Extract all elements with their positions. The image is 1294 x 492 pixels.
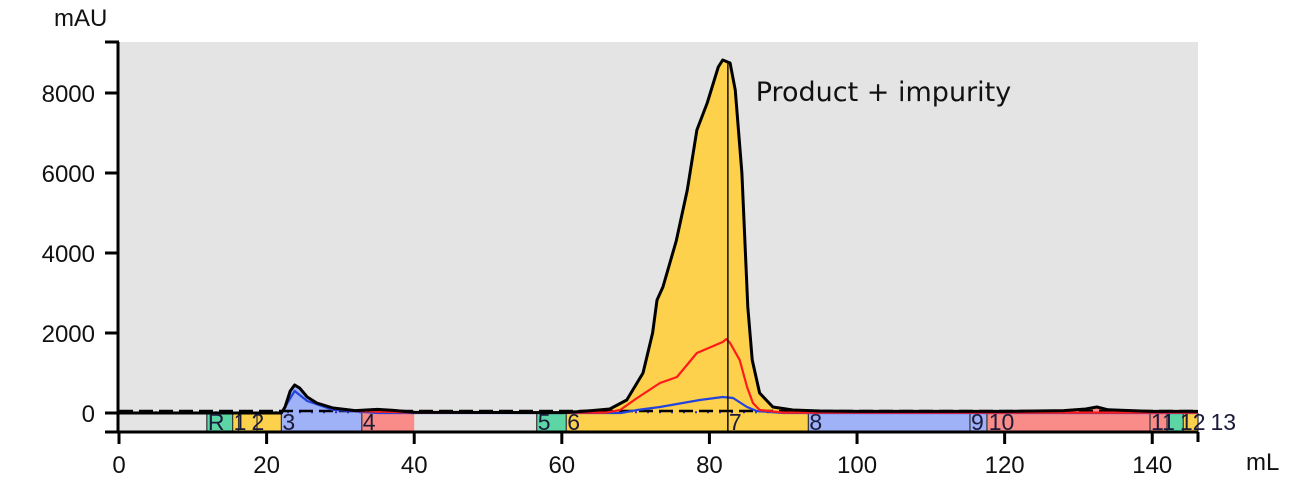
fraction-segment [1150,413,1168,432]
series-line [119,389,1198,415]
fraction-label: 4 [363,409,376,435]
fraction-label: 7 [729,409,742,435]
x-tick-label: 0 [112,452,125,479]
fraction-segment [727,413,809,432]
y-axis-label: mAU [54,5,107,32]
axes: 0 2000 4000 6000 8000 0 20 40 60 80 100 120 140 [42,40,1200,479]
fraction-labels: R 1 2 3 4 5 6 7 8 9 10 11 12 13 [208,409,1236,435]
x-axis-label: mL [1246,449,1279,476]
fraction-segment [808,413,970,432]
x-tick-label: 80 [696,452,723,479]
fraction-label: 13 [1211,409,1237,435]
fraction-label: 3 [282,409,295,435]
x-tick-label: 60 [548,452,575,479]
y-tick-label: 0 [82,401,95,428]
fraction-label: 11 [1151,409,1175,435]
fraction-segment [257,413,282,432]
y-tick-label: 6000 [42,161,95,188]
fraction-label: 1 [234,409,247,435]
fraction-segment [986,413,1151,432]
y-tick-label: 2000 [42,321,95,348]
x-tick-label: 20 [253,452,280,479]
fraction-label: 8 [809,409,822,435]
x-tick-label: 120 [985,452,1025,479]
x-tick-label: 140 [1132,452,1172,479]
x-tick-label: 100 [837,452,877,479]
fraction-segment [361,413,415,432]
fraction-segment [232,413,239,432]
annotation-product-impurity: Product + impurity [756,77,1012,108]
fraction-segment [238,413,258,432]
fraction-label: R [208,409,225,435]
series-lines [119,58,1198,415]
fraction-segment [1167,413,1184,432]
series-line [119,58,1198,415]
y-tick-label: 4000 [42,241,95,268]
x-tick-label: 40 [401,452,428,479]
fraction-label: 6 [567,409,580,435]
peak-fill-fraction [566,60,728,413]
fraction-label: 5 [538,409,551,435]
fraction-segment [566,413,728,432]
fraction-segment [969,413,987,432]
fraction-segment [206,413,233,432]
y-tick-label: 8000 [42,81,95,108]
fraction-segment [1183,413,1198,432]
fraction-segment [536,413,567,432]
fraction-bar [206,413,1199,432]
fraction-label: 9 [971,409,984,435]
fraction-segment [281,413,362,432]
fraction-label: 2 [251,409,264,435]
